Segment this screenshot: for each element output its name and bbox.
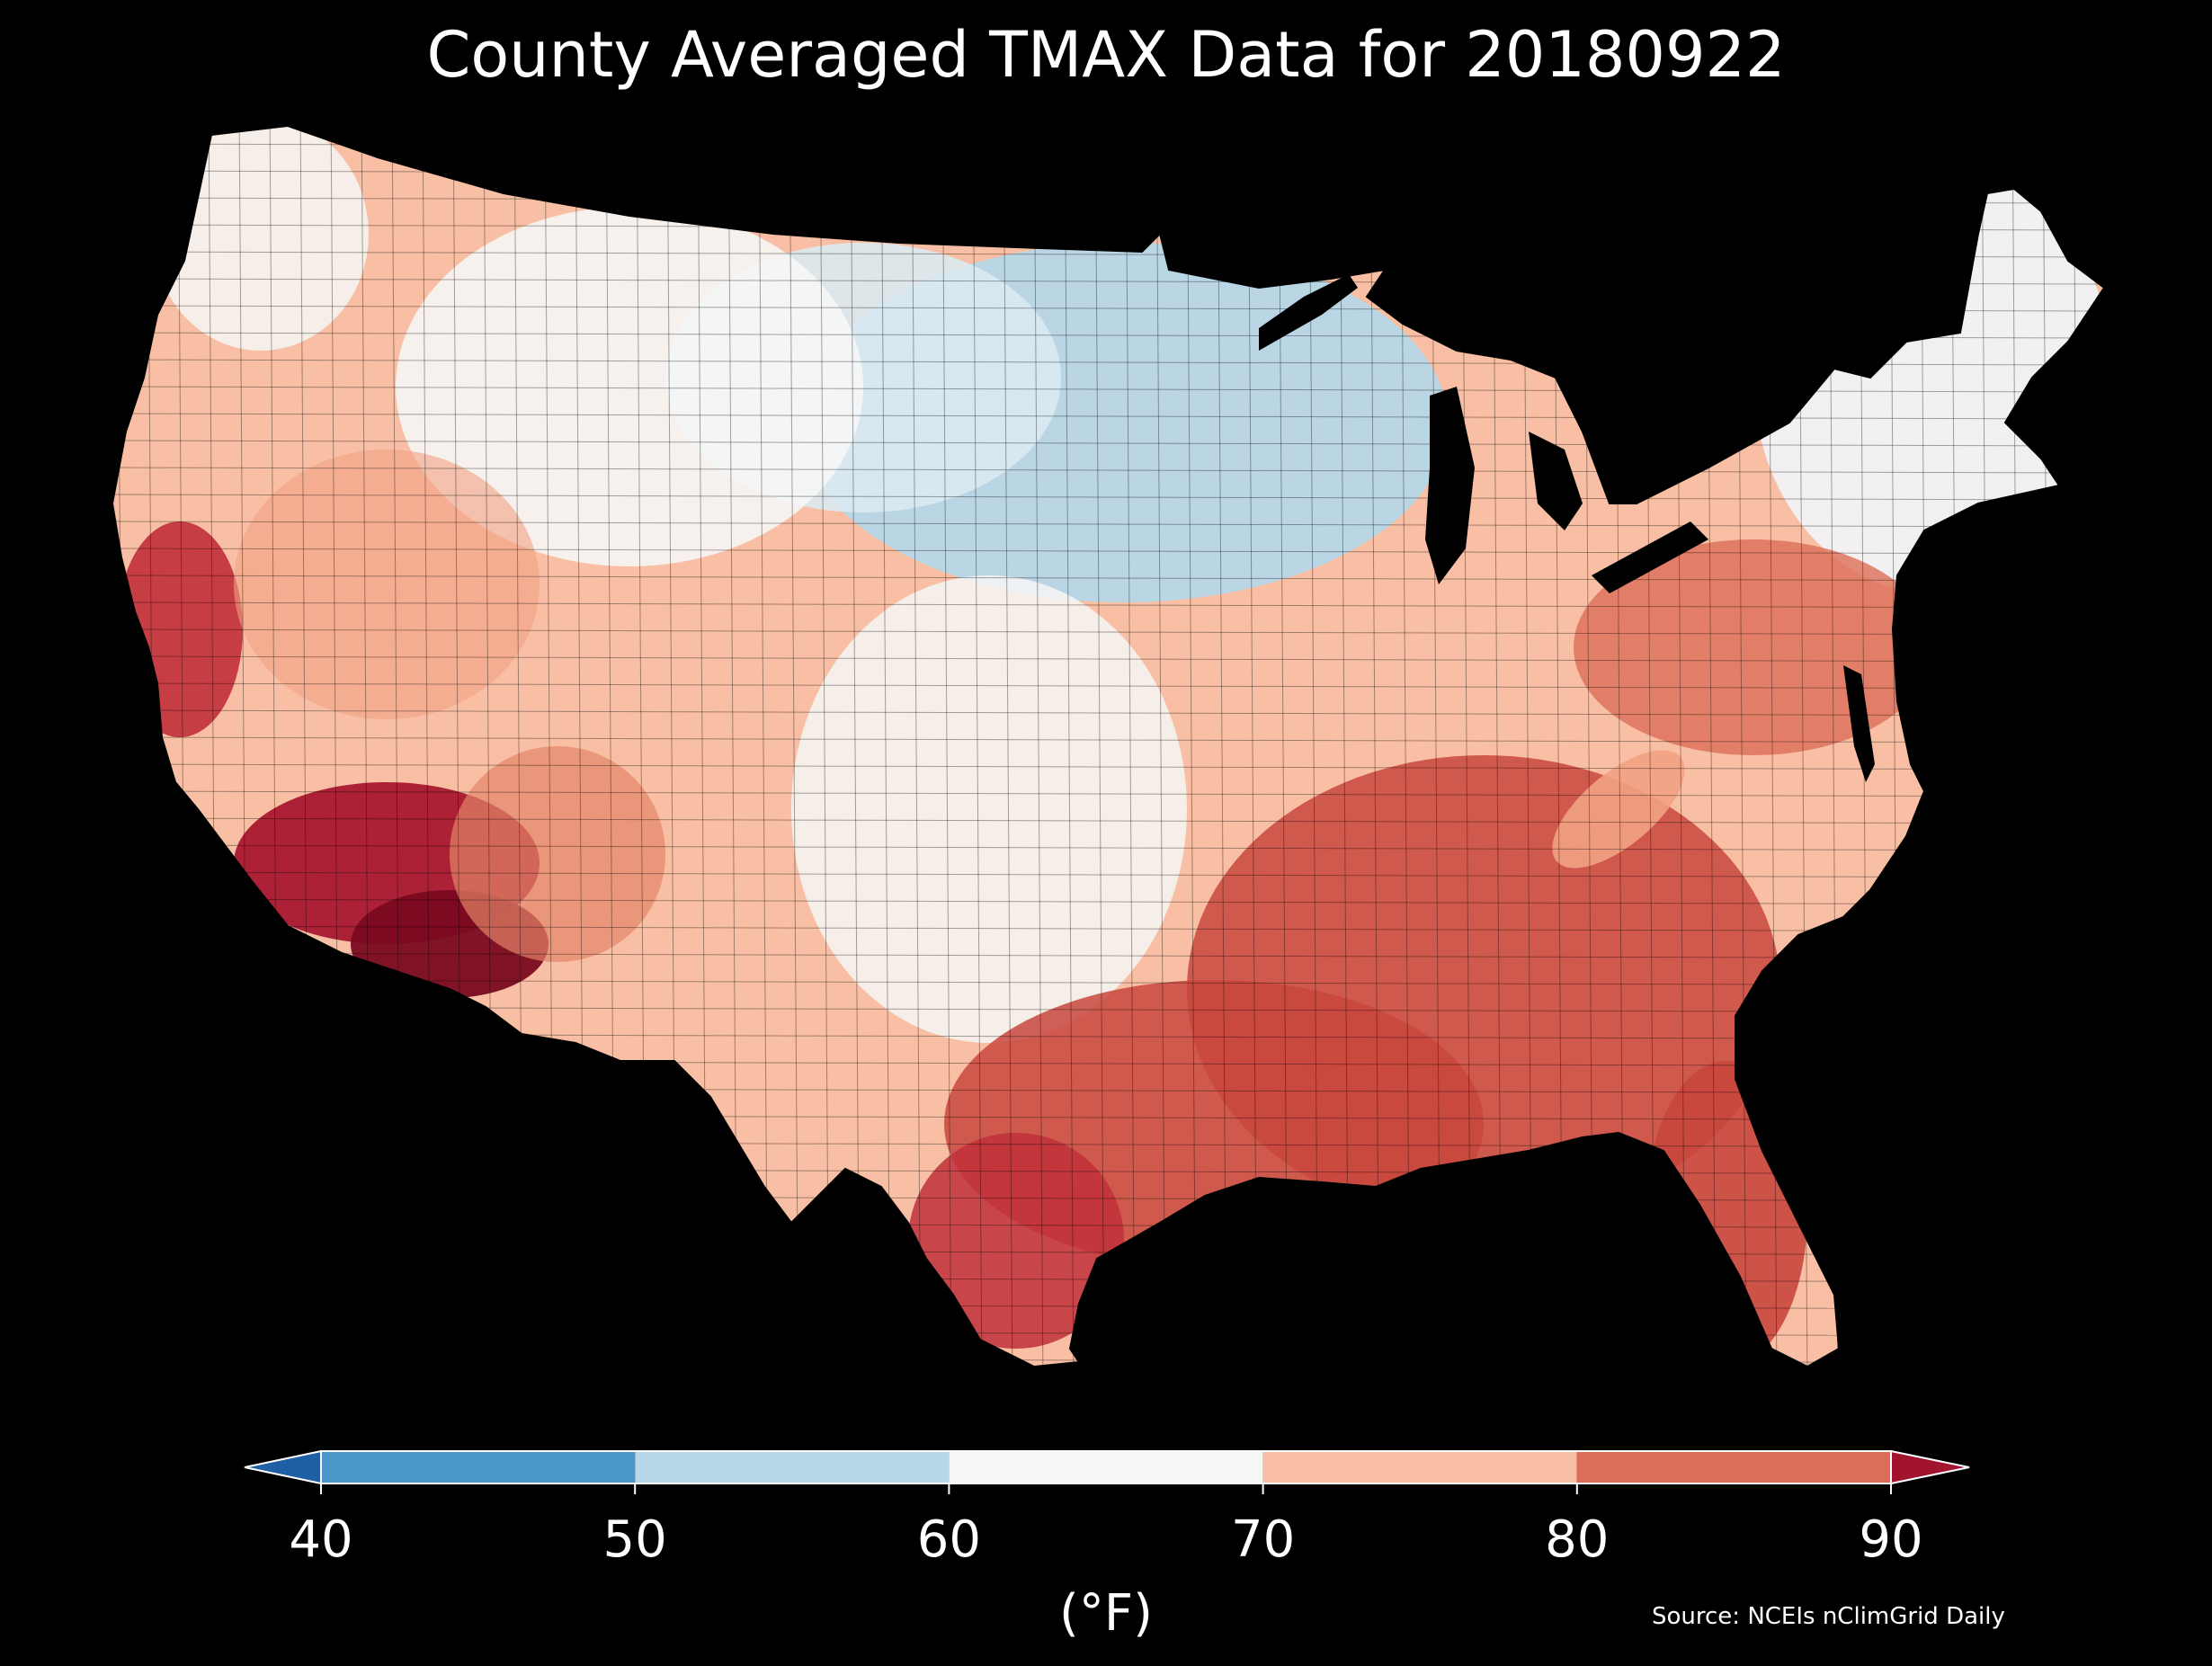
colorbar-bin-80-90 [1576,1451,1891,1483]
region-nevada-utah [234,450,540,719]
us-border [111,124,2106,1368]
county-line [112,790,2104,797]
county-line [112,736,2104,744]
county-line [112,628,2104,636]
county-line [789,126,799,1367]
county-line [112,682,2104,690]
colorbar-tick-label: 70 [1230,1510,1296,1569]
lake-michigan [1425,387,1475,584]
region-texas-south [908,1133,1124,1349]
colorbar-tick-label: 40 [289,1510,353,1569]
county-line [1003,126,1013,1367]
county-line [1186,126,1197,1367]
lake-huron [1529,432,1583,530]
region-new-mexico [450,746,665,962]
colorbar-tick-label: 80 [1545,1510,1610,1569]
colorbar-bin-40-50 [321,1451,636,1483]
county-line [112,575,2104,582]
county-line [2103,126,2104,1367]
region-appalachian-cool [1552,750,1685,869]
source-caption: Source: NCEIs nClimGrid Daily [1652,1603,2005,1630]
county-line [1920,126,1931,1367]
county-line [1369,126,1380,1367]
colorbar-unit-label: (°F) [1059,1584,1153,1643]
county-line [1033,126,1044,1367]
chesapeake-bay [1843,665,1875,782]
county-line [112,548,2104,555]
us-map [108,117,2113,1368]
county-line [1064,126,1075,1367]
county-line [112,898,2104,905]
county-line [850,126,861,1367]
county-line [112,494,2104,501]
county-line [112,763,2104,771]
county-line [758,126,769,1367]
county-line [112,817,2104,824]
county-line [147,126,157,1367]
colorbar-tick-label: 60 [916,1510,982,1569]
county-line [911,126,922,1367]
county-line [112,655,2104,663]
region-montana-wyoming [396,207,863,566]
colorbar-over-arrow [1890,1449,1970,1485]
region-central-plains [791,575,1187,1043]
county-line [112,844,2104,851]
county-line [1217,126,1227,1367]
county-line [112,143,2104,150]
colorbar-tick-label: 50 [602,1510,667,1569]
colorbar-under-arrow [244,1449,322,1485]
county-line [941,126,952,1367]
county-line [1950,126,1961,1367]
county-line [1155,126,1166,1367]
colorbar-bin-60-70 [949,1451,1263,1483]
county-line [112,467,2104,474]
colorbar [244,1449,1970,1494]
county-line [108,117,2113,122]
county-line [112,440,2104,447]
county-line [1094,126,1105,1367]
colorbar-tick-label: 90 [1859,1510,1923,1569]
lake-superior [1259,274,1358,351]
county-line [112,601,2104,609]
county-line [880,126,891,1367]
colorbar-bin-70-80 [1262,1451,1577,1483]
county-line [1339,126,1350,1367]
county-line [112,709,2104,717]
region-pnw [153,126,369,351]
region-mid-atlantic [1574,539,1933,755]
colorbar-frame [320,1450,1892,1484]
county-line [1125,126,1136,1367]
county-line [112,871,2104,878]
map-title: County Averaged TMAX Data for 20180922 [426,18,1786,92]
colorbar-bin-50-60 [635,1451,950,1483]
county-line [112,925,2104,932]
county-line [819,126,830,1367]
region-new-england [1753,162,2104,593]
county-line [1247,126,1258,1367]
county-line [112,521,2104,528]
county-line [972,126,983,1367]
county-line [116,126,127,1367]
region-florida [1646,1061,1807,1367]
lake-erie [1592,521,1708,593]
